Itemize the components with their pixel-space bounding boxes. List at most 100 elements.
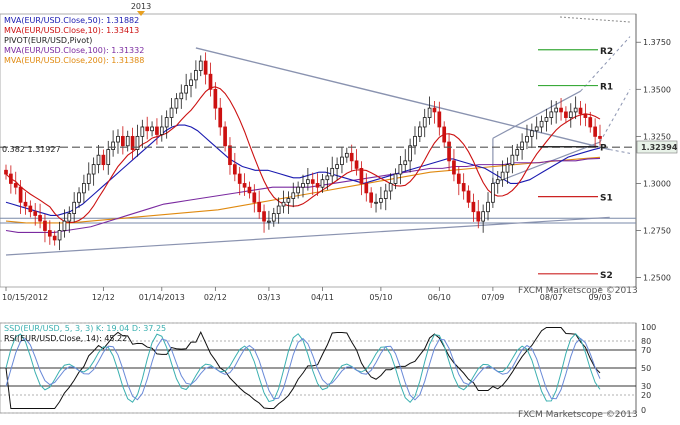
- candle-body: [568, 111, 573, 118]
- rsi-y-tick-label: 20: [641, 391, 651, 400]
- down-trendline: [195, 47, 610, 151]
- rsi-y-tick-label: 0: [641, 406, 646, 415]
- price-y-tick-label: 1.3250: [643, 132, 671, 141]
- candle-body: [369, 192, 374, 203]
- candle-body: [393, 173, 398, 184]
- candle-body: [43, 220, 47, 231]
- candle-body: [291, 192, 296, 199]
- candle-body: [588, 117, 593, 128]
- candle-body: [525, 135, 529, 143]
- candle-body: [47, 230, 52, 237]
- candle-body: [301, 183, 305, 188]
- candle-body: [23, 201, 28, 207]
- x-tick-label: 03/13: [257, 293, 280, 302]
- candle-body: [203, 60, 208, 75]
- candle-body: [106, 149, 111, 166]
- candle-body: [432, 107, 437, 113]
- legend-ma10: MVA(EUR/USD.Close,10): 1.33413: [4, 26, 139, 35]
- candle-body: [529, 130, 534, 137]
- candle-body: [281, 201, 286, 207]
- candle-body: [96, 154, 101, 166]
- candle-body: [593, 126, 597, 137]
- candle-body: [77, 192, 81, 203]
- candle-body: [583, 113, 588, 118]
- candle-body: [130, 135, 135, 150]
- candle-body: [554, 107, 559, 113]
- candle-body: [573, 107, 578, 113]
- candle-body: [174, 98, 179, 109]
- candle-body: [57, 230, 62, 241]
- candle-body: [422, 117, 427, 128]
- price-y-tick-label: 1.2750: [643, 227, 671, 236]
- x-tick-label: 08/07: [540, 293, 563, 302]
- legend-ssd: SSD(EUR/USD, 5, 3, 3) K: 19.04 D: 37.25: [4, 324, 166, 333]
- candle-body: [500, 171, 505, 181]
- price-y-tick-label: 1.3750: [643, 38, 671, 47]
- candle-body: [62, 220, 67, 231]
- candle-body: [252, 192, 257, 203]
- year-label: 2013: [131, 2, 151, 11]
- x-tick-label: 12/12: [92, 293, 115, 302]
- candle-body: [13, 183, 18, 188]
- candle-body: [437, 111, 442, 128]
- legend-ma100: MVA(EUR/USD.Close,100): 1.31332: [4, 46, 144, 55]
- candle-body: [330, 167, 335, 177]
- candle-body: [471, 201, 476, 213]
- x-tick-label: 07/09: [481, 293, 504, 302]
- candle-body: [413, 135, 417, 147]
- candle-body: [9, 173, 13, 184]
- pivot-label-r2: R2: [600, 47, 613, 57]
- candle-body: [398, 164, 403, 175]
- legend-rsi: RSI(EUR/USD.Close, 14): 45.22: [4, 334, 127, 343]
- candle-body: [325, 175, 330, 181]
- rsi-y-tick-label: 70: [641, 346, 651, 355]
- candle-body: [179, 92, 184, 100]
- pivot-label-s2: S2: [600, 271, 613, 281]
- price-y-tick-label: 1.3000: [643, 179, 671, 188]
- candle-body: [189, 79, 193, 86]
- candle-body: [4, 169, 8, 175]
- candle-body: [111, 141, 115, 150]
- ma10-line: [5, 86, 601, 224]
- candle-body: [257, 201, 262, 213]
- candle-body: [242, 183, 247, 188]
- candle-body: [33, 211, 38, 216]
- current-price-tag: [636, 140, 678, 154]
- pivot-label-p: P: [600, 144, 607, 154]
- candle-body: [578, 107, 583, 115]
- rsi-y-tick-label: 30: [641, 382, 651, 391]
- candle-body: [442, 126, 447, 143]
- candle-body: [18, 186, 23, 203]
- rsi-y-tick-label: 80: [641, 337, 651, 346]
- rsi-legend: SSD(EUR/USD, 5, 3, 3) K: 19.04 D: 37.25 …: [4, 324, 166, 343]
- candle-body: [544, 117, 549, 122]
- candle-body: [408, 145, 412, 162]
- candle-body: [262, 211, 266, 222]
- candle-body: [72, 201, 77, 214]
- candle-body: [534, 126, 539, 132]
- candle-body: [539, 120, 544, 128]
- candle-body: [418, 126, 422, 137]
- candle-body: [38, 215, 42, 222]
- x-tick-label: 04/11: [311, 293, 334, 302]
- candle-body: [184, 85, 188, 94]
- candle-body: [228, 145, 232, 166]
- candle-body: [267, 220, 271, 223]
- candle-body: [28, 205, 33, 213]
- year-marker-icon[interactable]: [137, 11, 145, 16]
- candle-body: [315, 183, 320, 188]
- candle-body: [481, 211, 485, 222]
- candle-body: [208, 73, 213, 90]
- candle-body: [198, 60, 203, 71]
- candle-body: [495, 179, 500, 184]
- candle-body: [125, 135, 130, 147]
- candle-body: [466, 190, 471, 203]
- candlestick-layer: [4, 52, 602, 251]
- candle-body: [354, 160, 359, 169]
- x-tick-label: 06/10: [428, 293, 451, 302]
- candle-body: [461, 183, 466, 192]
- candle-body: [515, 149, 520, 156]
- x-tick-label: 01/14/2013: [139, 293, 185, 302]
- stoch-k-line: [5, 332, 601, 404]
